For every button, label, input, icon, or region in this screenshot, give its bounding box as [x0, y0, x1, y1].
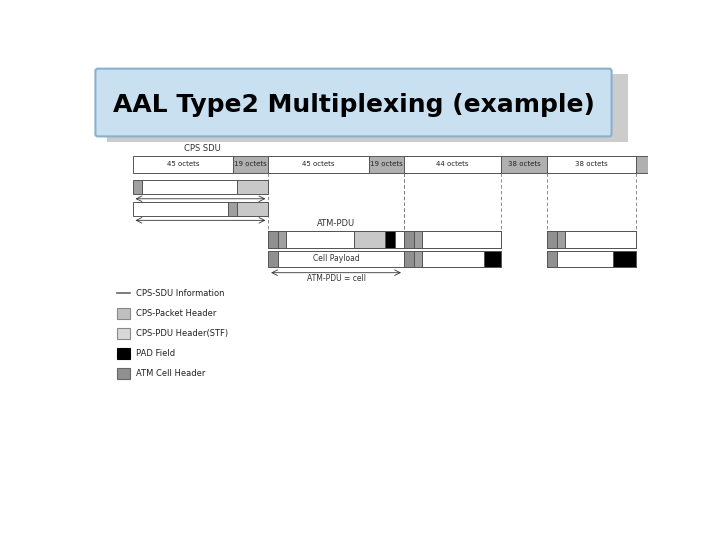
Bar [422, 251, 484, 267]
Bar [404, 251, 500, 267]
Bar [484, 251, 500, 267]
Text: 38 octets: 38 octets [575, 161, 608, 167]
Text: AAL Type2 Multiplexing (example): AAL Type2 Multiplexing (example) [112, 93, 595, 117]
Bar [132, 156, 233, 173]
Bar [269, 231, 404, 248]
Bar [613, 251, 636, 267]
Bar [354, 231, 385, 248]
Bar [228, 202, 238, 215]
Text: ATM-PDU: ATM-PDU [317, 219, 355, 228]
Text: CPS-PDU: CPS-PDU [136, 210, 169, 219]
Bar [547, 251, 636, 267]
Bar [286, 231, 354, 248]
Text: CPS SDU: CPS SDU [184, 144, 221, 153]
Bar [404, 251, 414, 267]
Text: 38 octets: 38 octets [508, 161, 541, 167]
Text: 45 octets: 45 octets [302, 161, 335, 167]
Text: Cell Payload: Cell Payload [312, 254, 359, 264]
Bar [565, 231, 636, 248]
Bar [117, 348, 130, 359]
Text: 44 octets: 44 octets [436, 161, 469, 167]
Text: ATM-PDU = cell: ATM-PDU = cell [307, 274, 366, 284]
Text: CPS-Packet: CPS-Packet [136, 188, 179, 197]
Bar [269, 156, 369, 173]
Bar [117, 308, 130, 319]
Bar [404, 231, 500, 248]
FancyBboxPatch shape [96, 69, 611, 137]
Bar [279, 231, 286, 248]
Bar [238, 180, 269, 194]
Bar [414, 251, 422, 267]
Bar [547, 231, 557, 248]
Bar [117, 368, 130, 379]
Bar [547, 251, 557, 267]
Bar [557, 251, 613, 267]
Bar [404, 231, 414, 248]
Text: CPS-SDU Information: CPS-SDU Information [136, 289, 224, 298]
Bar [636, 156, 667, 173]
Bar [117, 328, 130, 339]
Text: ATM Cell Header: ATM Cell Header [136, 369, 205, 378]
Bar [395, 231, 404, 248]
Bar [500, 156, 547, 173]
Bar [414, 231, 422, 248]
Text: CPS-Packet Header: CPS-Packet Header [136, 309, 216, 318]
Bar [557, 231, 565, 248]
Bar [369, 156, 404, 173]
Bar [404, 156, 500, 173]
Bar [233, 156, 269, 173]
Bar [547, 156, 636, 173]
Text: 19 octets: 19 octets [370, 161, 402, 167]
Bar [132, 202, 269, 215]
Bar [269, 251, 279, 267]
Text: 19 octets: 19 octets [235, 161, 267, 167]
Bar [279, 251, 404, 267]
Text: CPS-PDU Header(STF): CPS-PDU Header(STF) [136, 329, 228, 338]
Bar [107, 74, 628, 142]
Bar [385, 231, 395, 248]
Text: PAD Field: PAD Field [136, 349, 175, 358]
Bar [132, 180, 142, 194]
Bar [547, 231, 636, 248]
Text: 45 octets: 45 octets [167, 161, 199, 167]
Bar [269, 231, 279, 248]
Bar [422, 231, 500, 248]
Bar [238, 202, 269, 215]
Bar [142, 180, 238, 194]
